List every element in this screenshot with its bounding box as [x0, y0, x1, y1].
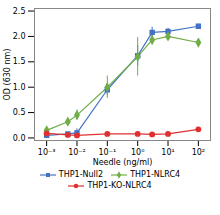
svg-text:2.5: 2.5 [13, 7, 26, 16]
svg-text:10⁻²: 10⁻² [68, 148, 86, 157]
svg-text:Needle (ng/ml): Needle (ng/ml) [93, 158, 153, 167]
svg-text:1.5: 1.5 [13, 57, 26, 66]
svg-text:10⁻¹: 10⁻¹ [99, 148, 117, 157]
svg-text:0.0: 0.0 [13, 134, 26, 143]
html-text:THP1-Null2: THP1-Null2 [58, 170, 104, 179]
html-text:THP1-KO-NLRC4: THP1-KO-NLRC4 [87, 181, 152, 190]
svg-text:10¹: 10¹ [161, 148, 174, 157]
svg-text:10⁰: 10⁰ [131, 148, 144, 157]
html-text:THP1-NLRC4: THP1-NLRC4 [130, 170, 181, 179]
svg-text:2.0: 2.0 [13, 32, 26, 41]
svg-text:10⁻³: 10⁻³ [38, 148, 56, 157]
svg-text:1.0: 1.0 [13, 83, 26, 92]
svg-text:10²: 10² [192, 148, 205, 157]
svg-text:0.5: 0.5 [13, 108, 26, 117]
svg-text:OD (630 nm): OD (630 nm) [3, 49, 12, 101]
